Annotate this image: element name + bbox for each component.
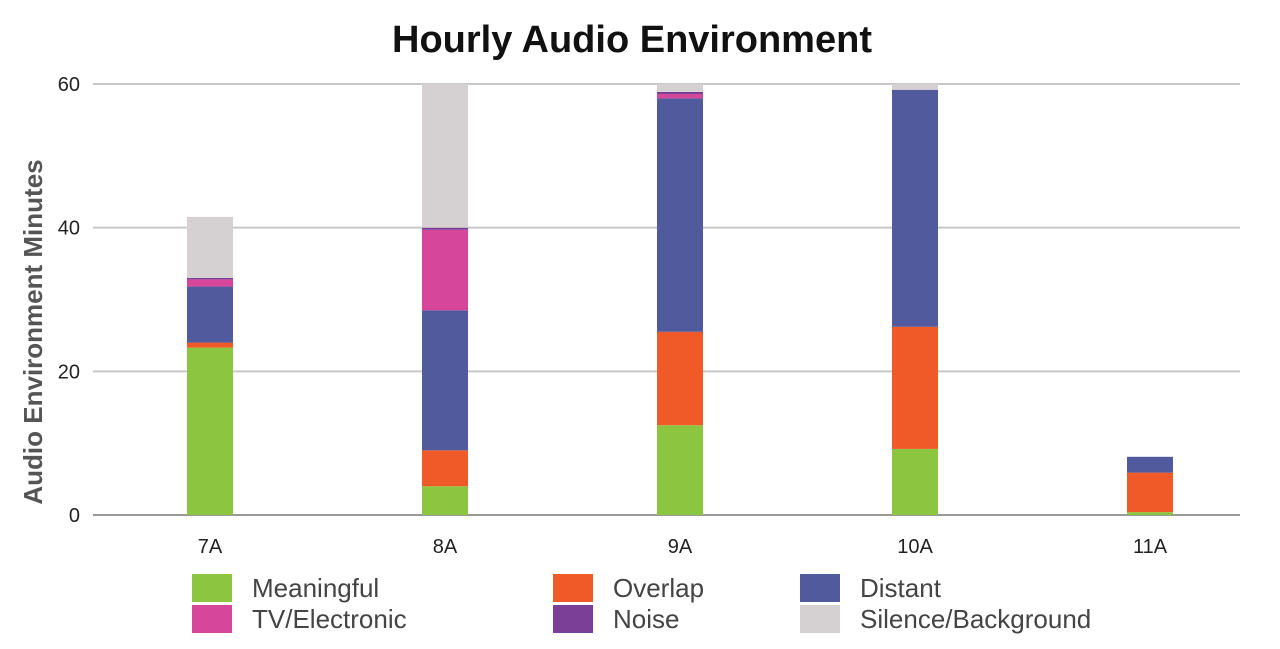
y-tick-label: 60 (58, 74, 80, 96)
y-tick-label: 40 (58, 218, 80, 240)
bar-segment (422, 450, 468, 487)
legend-label: Meaningful (252, 573, 379, 603)
legend-swatch (553, 574, 593, 602)
bar-segment (422, 84, 468, 228)
x-tick-label: 7A (198, 536, 223, 558)
bar-segment (657, 331, 703, 426)
bar-segment (657, 94, 703, 99)
legend-label: Silence/Background (860, 604, 1091, 634)
bar-segment (1127, 472, 1173, 513)
x-tick-label: 8A (433, 536, 458, 558)
bar-segment (187, 342, 233, 348)
bar-segment (422, 486, 468, 515)
legend-item: Silence/Background (800, 604, 1091, 634)
bar-segment (187, 216, 233, 278)
y-tick-label: 20 (58, 361, 80, 383)
chart-title: Hourly Audio Environment (392, 19, 872, 61)
bar-segment (1127, 512, 1173, 515)
bar-segment (892, 448, 938, 515)
bar-segment (657, 98, 703, 332)
legend-item: Meaningful (192, 573, 379, 603)
x-tick-label: 11A (1133, 536, 1168, 558)
legend-label: TV/Electronic (252, 604, 407, 634)
legend-item: TV/Electronic (192, 604, 407, 634)
bar-segment (892, 89, 938, 327)
x-tick-label: 9A (668, 536, 693, 558)
bar-segment (187, 279, 233, 287)
legend-swatch (800, 574, 840, 602)
bar-segment (1127, 456, 1173, 473)
bar-segment (187, 347, 233, 515)
bar-segment (422, 229, 468, 311)
x-tick-labels: 7A 8A 9A 10A 11A (198, 536, 1168, 558)
bars (187, 84, 1173, 515)
bar-segment (187, 277, 233, 280)
x-tick-label: 10A (897, 536, 933, 558)
bar-segment (657, 91, 703, 95)
bar-segment (892, 326, 938, 449)
bar-segment (892, 84, 938, 90)
legend-label: Overlap (613, 573, 704, 603)
legend-label: Distant (860, 573, 942, 603)
y-axis-label: Audio Environment Minutes (18, 159, 48, 504)
legend-swatch (800, 605, 840, 633)
legend-swatch (192, 605, 232, 633)
bar-segment (422, 310, 468, 451)
y-tick-labels: 0 20 40 60 (58, 74, 80, 527)
legend-item: Distant (800, 573, 942, 603)
legend-swatch (192, 574, 232, 602)
legend-item: Noise (553, 604, 679, 634)
bar-segment (422, 227, 468, 230)
legend-item: Overlap (553, 573, 704, 603)
bar-segment (187, 286, 233, 343)
bar-segment (657, 425, 703, 515)
legend-label: Noise (613, 604, 679, 634)
y-tick-label: 0 (69, 505, 80, 527)
legend: Meaningful Overlap Distant TV/Electronic Noi… (192, 573, 1091, 634)
legend-swatch (553, 605, 593, 633)
bar-segment (657, 84, 703, 92)
